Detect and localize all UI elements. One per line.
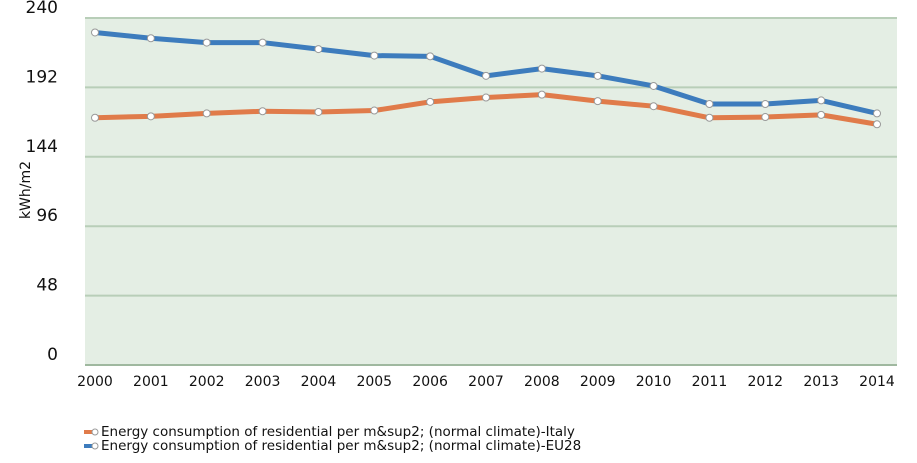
x-tick-label: 2009: [580, 374, 616, 390]
y-tick-label: 48: [36, 276, 58, 296]
x-tick-label: 2003: [245, 374, 281, 390]
data-point: [370, 51, 379, 60]
legend-label: Energy consumption of residential per m&…: [101, 424, 575, 440]
x-tick-label: 2012: [747, 374, 783, 390]
data-point: [370, 106, 379, 115]
data-point: [146, 112, 155, 121]
data-point: [426, 52, 435, 61]
x-tick-label: 2002: [189, 374, 225, 390]
plot-area: [85, 18, 897, 365]
x-tick-label: 2010: [636, 374, 672, 390]
x-tick-label: 2013: [803, 374, 839, 390]
x-tick-label: 2001: [133, 374, 169, 390]
data-point: [314, 45, 323, 54]
x-tick-label: 2004: [301, 374, 337, 390]
data-point: [482, 71, 490, 80]
data-point: [817, 110, 826, 119]
legend-marker: [91, 428, 99, 436]
data-point: [482, 93, 490, 102]
data-point: [426, 97, 435, 106]
data-point: [817, 96, 826, 105]
y-axis-label: kWh/m2: [18, 161, 34, 219]
data-point: [593, 71, 602, 80]
data-point: [761, 113, 770, 122]
x-tick-label: 2005: [356, 374, 392, 390]
y-tick-label: 192: [26, 67, 58, 87]
x-tick-label: 2000: [77, 374, 113, 390]
y-tick-label: 96: [36, 206, 58, 226]
x-tick-label: 2008: [524, 374, 560, 390]
x-tick-label: 2011: [692, 374, 728, 390]
x-tick-label: 2006: [412, 374, 448, 390]
data-point: [537, 90, 546, 99]
data-point: [649, 102, 658, 111]
data-point: [258, 38, 267, 47]
legend-marker: [91, 442, 99, 450]
data-point: [91, 28, 99, 37]
data-point: [314, 107, 323, 116]
data-point: [593, 97, 602, 106]
data-point: [537, 64, 546, 73]
data-point: [258, 107, 267, 116]
data-point: [146, 34, 155, 43]
data-point: [873, 120, 881, 129]
y-tick-label: 240: [26, 0, 58, 18]
data-point: [91, 113, 99, 122]
y-tick-label: 144: [26, 137, 58, 157]
data-point: [705, 113, 714, 122]
data-point: [705, 100, 714, 109]
data-point: [873, 109, 881, 118]
x-tick-label: 2007: [468, 374, 504, 390]
data-point: [761, 100, 770, 109]
legend-label: Energy consumption of residential per m&…: [101, 438, 581, 454]
data-point: [202, 109, 211, 118]
data-point: [649, 81, 658, 90]
y-tick-label: 0: [47, 345, 58, 365]
data-point: [202, 38, 211, 47]
x-tick-label: 2014: [859, 374, 895, 390]
